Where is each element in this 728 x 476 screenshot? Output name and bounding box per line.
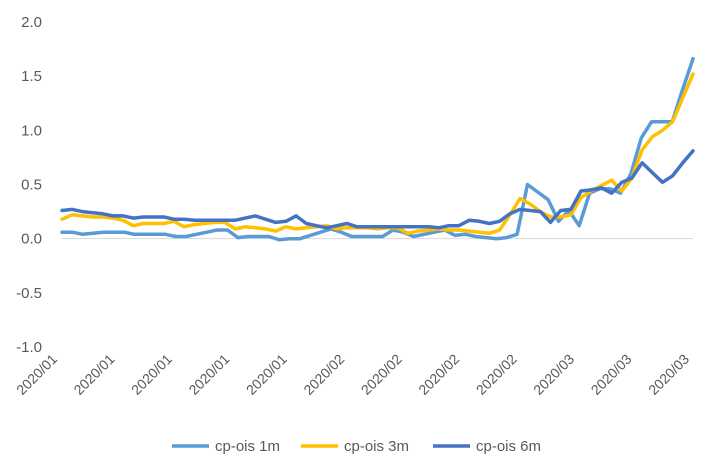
y-axis: 2.0 1.5 1.0 0.5 0.0 -0.5 -1.0 — [16, 14, 42, 356]
legend-label: cp-ois 3m — [344, 438, 409, 455]
series-line-2 — [60, 72, 695, 236]
x-tick-label: 2020/01 — [185, 351, 232, 398]
series-line-1 — [60, 57, 695, 242]
x-tick-label: 2020/01 — [13, 351, 60, 398]
x-tick-label: 2020/02 — [415, 351, 462, 398]
y-tick-label: 0.0 — [21, 231, 42, 248]
y-tick-label: 2.0 — [21, 14, 42, 31]
y-tick-label: 1.5 — [21, 68, 42, 85]
x-tick-label: 2020/03 — [588, 351, 635, 398]
y-tick-label: 0.5 — [21, 177, 42, 194]
x-tick-label: 2020/01 — [243, 351, 290, 398]
x-tick-label: 2020/01 — [70, 351, 117, 398]
x-tick-label: 2020/02 — [473, 351, 520, 398]
x-tick-label: 2020/01 — [128, 351, 175, 398]
x-axis: 2020/01 2020/01 2020/01 2020/01 2020/01 2020/… — [13, 238, 693, 398]
legend-label: cp-ois 6m — [476, 438, 541, 455]
y-tick-label: 1.0 — [21, 122, 42, 139]
x-tick-label: 2020/02 — [358, 351, 405, 398]
legend-label: cp-ois 1m — [215, 438, 280, 455]
x-tick-label: 2020/03 — [530, 351, 577, 398]
y-tick-label: -1.0 — [16, 339, 42, 356]
plot-area — [60, 57, 695, 242]
x-tick-label: 2020/02 — [300, 351, 347, 398]
x-tick-label: 2020/03 — [645, 351, 692, 398]
series-line-3 — [60, 149, 695, 230]
y-tick-label: -0.5 — [16, 285, 42, 302]
legend: cp-ois 1m cp-ois 3m cp-ois 6m — [172, 438, 541, 455]
